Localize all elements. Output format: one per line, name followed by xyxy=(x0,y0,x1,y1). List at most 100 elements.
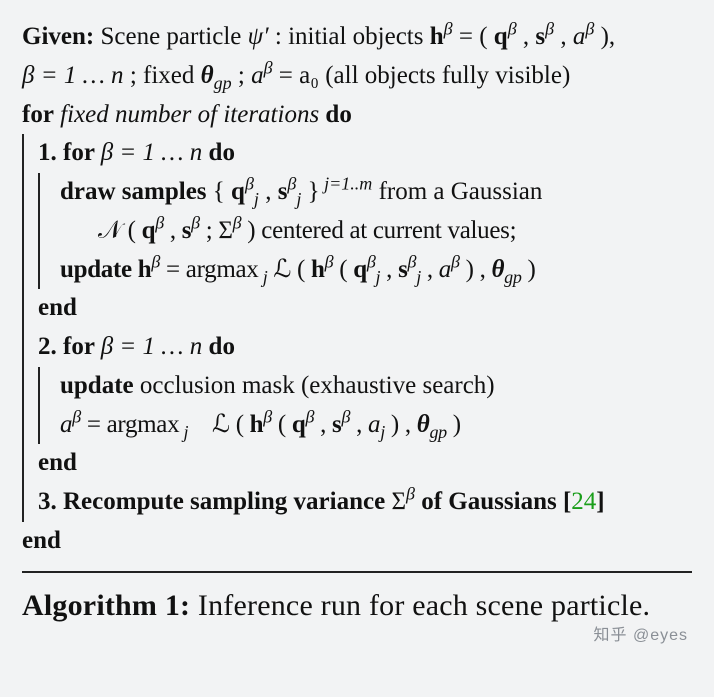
comma-1: , xyxy=(523,23,536,50)
a-symbol-2: a xyxy=(251,62,264,89)
sigma-symbol-2: Σ xyxy=(391,488,406,515)
L-sep-a: , xyxy=(386,256,398,283)
step2-body-2: aβ = argmax j ℒ ( hβ ( qβ , sβ , aj ) xyxy=(54,406,692,445)
update-h-line: update hβ = argmax j ℒ ( hβ ( qβj , sβj … xyxy=(54,251,692,290)
L-symbol-2: ℒ xyxy=(212,411,230,438)
outer-for: for fixed number of iterations do xyxy=(22,96,692,135)
step-1-do: do xyxy=(209,139,235,166)
L-s-1: s xyxy=(398,256,407,283)
step-2-do: do xyxy=(209,333,235,360)
update-h: h xyxy=(138,256,152,283)
step-2-header: 2. for β = 1 … n do xyxy=(38,328,692,367)
given-label: Given: xyxy=(22,23,94,50)
L-h-2: h xyxy=(250,411,264,438)
given-text-2: : initial objects xyxy=(275,23,430,50)
step-1-label: 1. for xyxy=(38,139,101,166)
L-theta-2: θ xyxy=(417,411,430,438)
comma-2: , xyxy=(560,23,573,50)
a-j: a xyxy=(368,411,380,438)
given-line-1: Given: Scene particle ψ′ : initial objec… xyxy=(22,18,692,57)
L-mid-close-1: ) xyxy=(466,256,474,283)
step3-tail2: ] xyxy=(596,488,604,515)
q-symbol: q xyxy=(494,23,508,50)
L-theta-1: θ xyxy=(491,256,504,283)
L-mid-open-2: ( xyxy=(278,411,286,438)
algorithm-caption: Algorithm 1: Inference run for each scen… xyxy=(22,579,692,630)
step-2-block: update occlusion mask (exhaustive search… xyxy=(38,367,692,445)
L-mid-open-1: ( xyxy=(339,256,347,283)
theta-symbol: θ xyxy=(201,62,214,89)
gauss-q: q xyxy=(142,217,156,244)
step2-end: end xyxy=(38,444,692,483)
L-q-2: q xyxy=(292,411,306,438)
for-cond: fixed number of iterations xyxy=(60,101,325,128)
beta-range: β = 1 … n xyxy=(22,62,124,89)
sigma-symbol: Σ xyxy=(218,217,232,244)
s-symbol: s xyxy=(535,23,545,50)
gauss-open: ( xyxy=(128,217,136,244)
L-sep-d: , xyxy=(320,411,332,438)
given-text-1: Scene particle xyxy=(100,23,247,50)
a-eq-a0: = a₀ xyxy=(279,62,319,89)
gauss-tail: centered at current values; xyxy=(261,217,516,244)
L-symbol-1: ℒ xyxy=(273,256,291,283)
a-lhs: a xyxy=(60,411,72,438)
caption-rule-icon xyxy=(22,571,692,573)
L-open-2: ( xyxy=(236,411,244,438)
draw-line-1: draw samples { qβj , sβj } j=1..m from a… xyxy=(54,173,692,212)
given-line-2: β = 1 … n ; fixed θgp ; aβ = a₀ (all obj… xyxy=(22,57,692,96)
s-j: s xyxy=(278,178,288,205)
gauss-sep2: ; xyxy=(206,217,219,244)
L-theta-sub-2: gp xyxy=(429,422,446,442)
step3-tail: of Gaussians [ xyxy=(421,488,571,515)
theta-sub: gp xyxy=(214,73,232,93)
draw-tail: from a Gaussian xyxy=(379,178,543,205)
caption-bold: Algorithm 1: xyxy=(22,589,190,622)
gauss-n-symbol: 𝒩 xyxy=(98,217,122,244)
h-symbol: h xyxy=(430,23,444,50)
argmax-1: = argmax xyxy=(166,256,258,283)
step1-end: end xyxy=(38,289,692,328)
L-a-1: a xyxy=(439,256,451,283)
a-j-sub: j xyxy=(380,422,385,442)
step2-body-1: update occlusion mask (exhaustive search… xyxy=(54,367,692,406)
step-1-cond: β = 1 … n xyxy=(101,139,203,166)
given-mid-2: ; xyxy=(238,62,251,89)
update-keyword-2: update xyxy=(60,372,134,399)
step-2-label: 2. for xyxy=(38,333,101,360)
given-mid: ; fixed xyxy=(130,62,201,89)
L-sep-c: , xyxy=(480,256,492,283)
L-sep-b: , xyxy=(427,256,439,283)
outer-bar-icon xyxy=(22,134,24,522)
L-mid-close-2: ) xyxy=(391,411,399,438)
draw-sup: j=1..m xyxy=(320,174,373,194)
step2-bar-icon xyxy=(38,367,40,445)
argmax-sub-1: j xyxy=(259,267,268,287)
eq-open: = ( xyxy=(459,23,488,50)
step-2-cond: β = 1 … n xyxy=(101,333,203,360)
step2-tail-1: occlusion mask (exhaustive search) xyxy=(140,372,495,399)
reference-link[interactable]: 24 xyxy=(571,488,596,515)
L-close-1: ) xyxy=(528,256,536,283)
L-close-2: ) xyxy=(453,411,461,438)
step-3-label: 3. Recompute sampling variance xyxy=(38,488,391,515)
L-q-1: q xyxy=(353,256,367,283)
argmax-sub-2: j xyxy=(179,422,188,442)
draw-close: } xyxy=(308,178,320,205)
draw-sep: , xyxy=(265,178,278,205)
given-tail: (all objects fully visible) xyxy=(325,62,570,89)
step-3: 3. Recompute sampling variance Σβ of Gau… xyxy=(38,483,692,522)
update-keyword: update xyxy=(60,256,132,283)
algorithm-box: Given: Scene particle ψ′ : initial objec… xyxy=(0,0,714,697)
do-keyword: do xyxy=(325,101,351,128)
L-h-1: h xyxy=(311,256,325,283)
gauss-sep1: , xyxy=(170,217,182,244)
draw-open: { xyxy=(213,178,225,205)
outer-block: 1. for β = 1 … n do draw samples { qβj ,… xyxy=(22,134,692,522)
for-keyword: for xyxy=(22,101,54,128)
gauss-s: s xyxy=(182,217,191,244)
gauss-close: ) xyxy=(247,217,255,244)
draw-keyword: draw samples xyxy=(60,178,207,205)
gaussian-line: 𝒩 ( qβ , sβ ; Σβ ) centered at current v… xyxy=(54,212,692,251)
L-theta-sub-1: gp xyxy=(504,267,521,287)
